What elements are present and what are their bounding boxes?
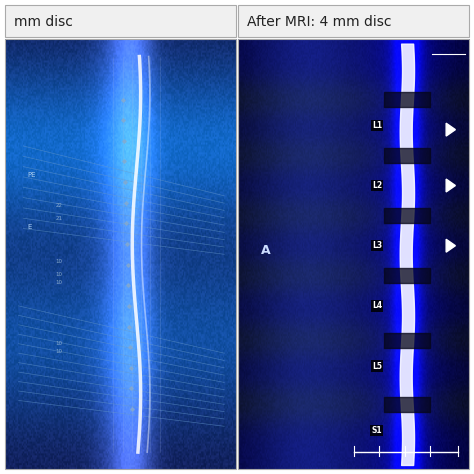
Text: S1: S1	[372, 426, 382, 435]
Text: mm disc: mm disc	[14, 16, 73, 29]
Point	[120, 137, 128, 145]
Point	[125, 302, 133, 310]
Polygon shape	[446, 239, 456, 252]
Text: 10: 10	[55, 341, 63, 346]
Point	[123, 240, 131, 248]
Point	[121, 178, 129, 186]
Point	[127, 364, 135, 372]
Point	[126, 343, 134, 351]
Text: E: E	[28, 224, 32, 229]
Text: 10: 10	[55, 272, 63, 277]
Point	[128, 405, 136, 413]
Text: After MRI: 4 mm disc: After MRI: 4 mm disc	[247, 16, 392, 29]
Polygon shape	[446, 179, 456, 192]
Text: L5: L5	[372, 362, 382, 371]
Point	[119, 117, 127, 124]
Text: 21: 21	[55, 216, 63, 221]
Point	[126, 323, 133, 330]
Text: L2: L2	[372, 181, 382, 190]
Point	[119, 96, 127, 103]
Polygon shape	[446, 123, 456, 136]
Point	[124, 261, 131, 268]
Point	[124, 282, 132, 289]
Text: PE: PE	[28, 172, 36, 178]
Text: 22: 22	[55, 203, 63, 208]
Point	[128, 384, 135, 392]
Point	[122, 199, 129, 207]
Text: 10: 10	[55, 349, 63, 354]
Text: L1: L1	[372, 121, 382, 130]
Point	[122, 219, 130, 227]
Text: L4: L4	[372, 301, 382, 310]
Text: 10: 10	[55, 281, 63, 285]
Point	[121, 158, 128, 165]
Text: A: A	[261, 244, 271, 257]
Text: 10: 10	[55, 259, 63, 264]
Text: L3: L3	[372, 241, 382, 250]
